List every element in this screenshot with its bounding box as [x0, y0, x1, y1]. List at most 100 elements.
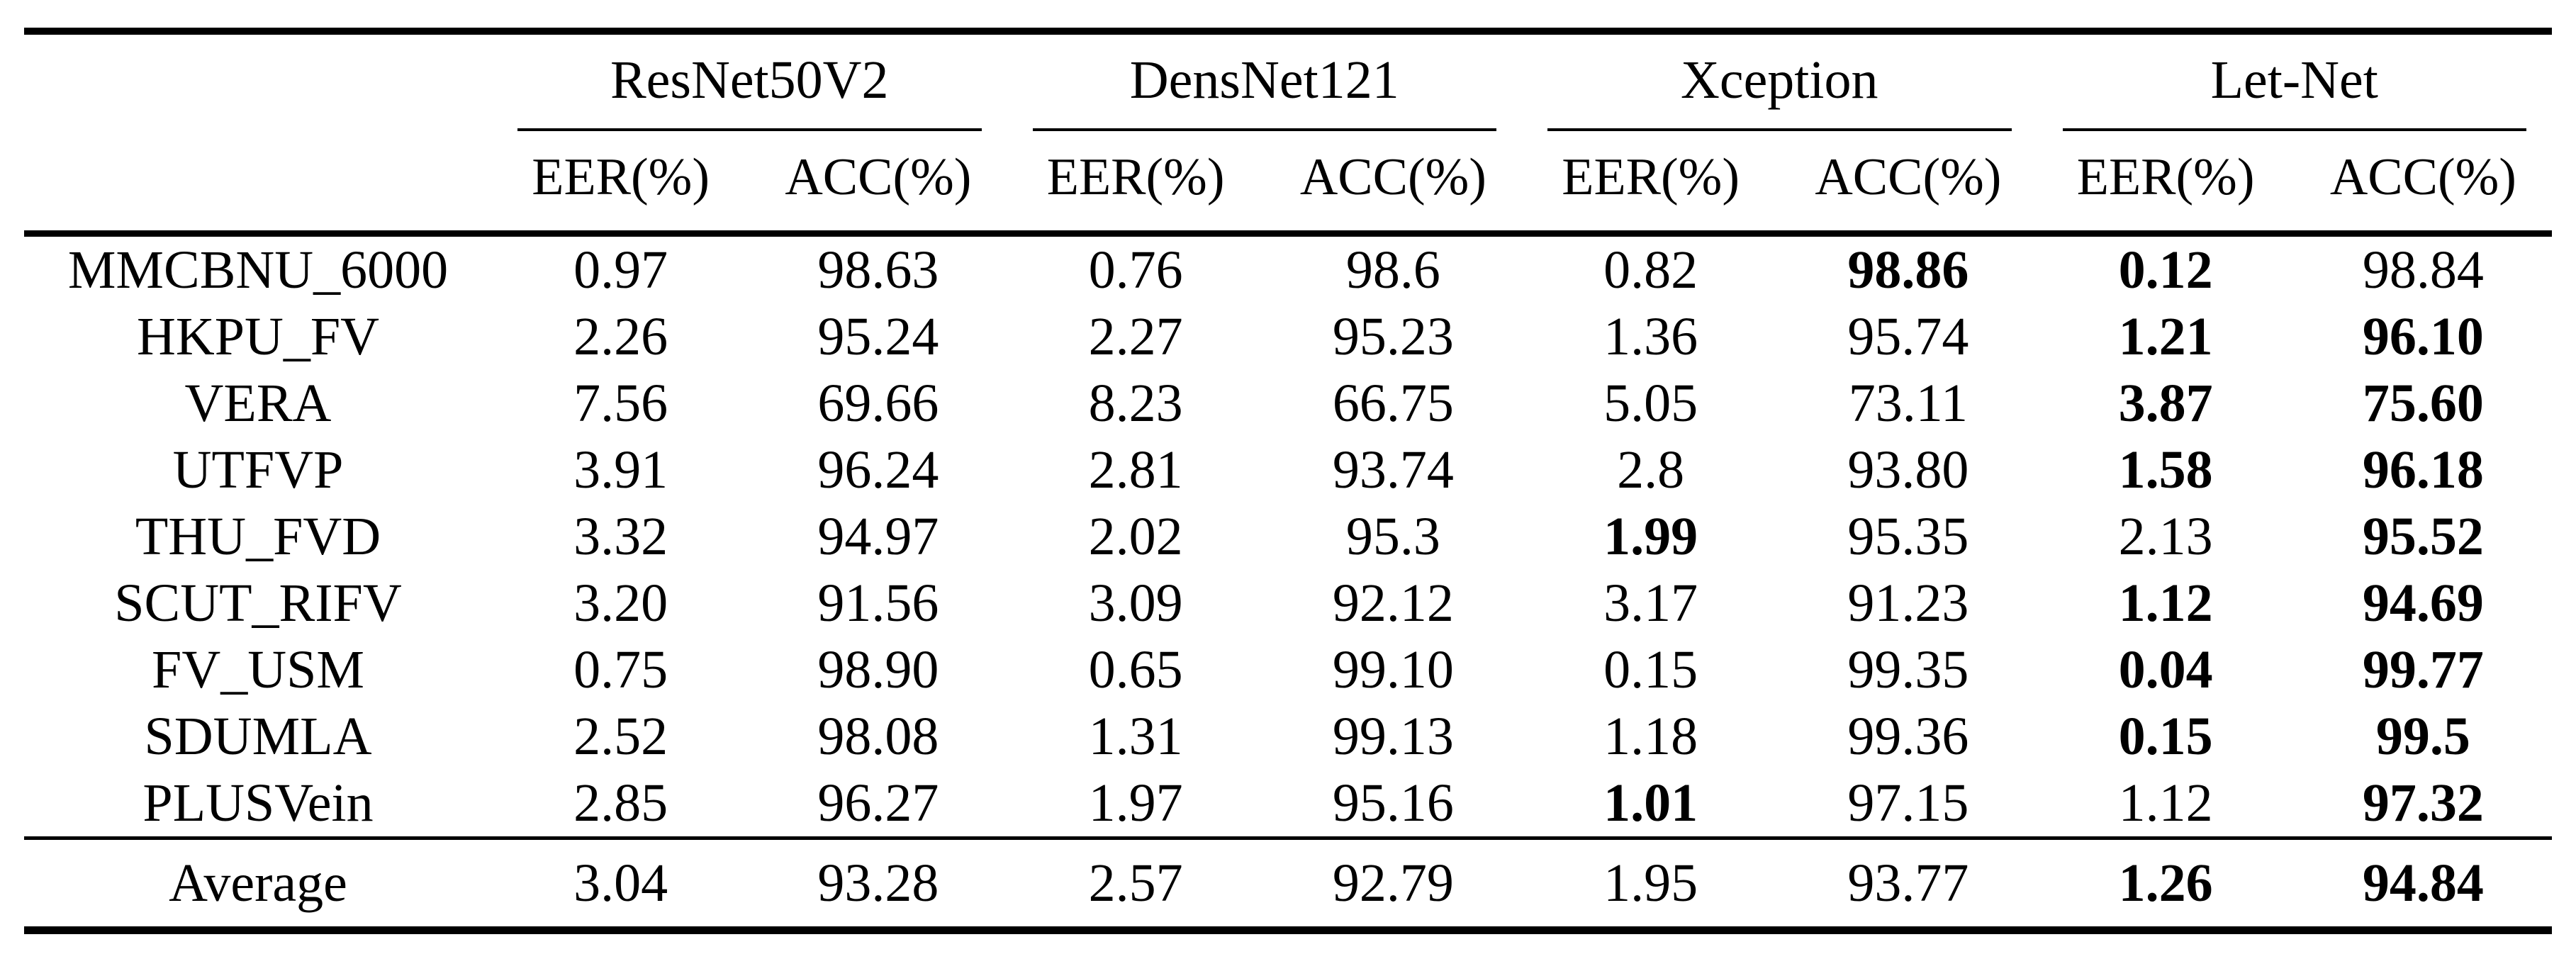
metric-value-cell: 1.18 [1603, 707, 1698, 766]
metric-value-cell: 93.74 [1332, 440, 1454, 500]
metric-value-cell: 93.80 [1847, 440, 1969, 500]
metric-value-cell: 99.5 [2375, 707, 2470, 766]
metric-value-cell: 1.36 [1603, 307, 1698, 366]
dataset-label: UTFVP [172, 440, 344, 500]
metric-value-cell: 97.32 [2362, 773, 2484, 833]
col-header-resnet50v2-acc: ACC(%) [749, 131, 1007, 237]
metric-value-cell: 91.23 [1847, 573, 1969, 633]
metric-value-cell: 98.90 [817, 640, 939, 700]
table-row: THU_FVD 3.32 94.97 2.02 95.3 1.99 95.35 2.13 95.… [24, 503, 2552, 570]
dataset-label: THU_FVD [135, 507, 381, 566]
metric-value-cell: 92.79 [1264, 836, 1522, 931]
dataset-label: PLUSVein [142, 773, 374, 833]
metric-value-cell: 8.23 [1088, 374, 1183, 433]
metric-value-cell: 0.76 [1088, 240, 1183, 300]
metric-value-cell: 0.82 [1603, 240, 1698, 300]
col-header-densnet121-acc: ACC(%) [1264, 131, 1522, 237]
table-row: VERA 7.56 69.66 8.23 66.75 5.05 73.11 3.87 75.60 [24, 370, 2552, 437]
dataset-label: FV_USM [152, 640, 364, 700]
metric-value-cell: 97.15 [1847, 773, 1969, 833]
metric-value-cell: 95.35 [1847, 507, 1969, 566]
dataset-label: Average [24, 836, 492, 931]
metric-value-cell: 2.81 [1088, 440, 1183, 500]
metric-value-cell: 1.95 [1522, 836, 1780, 931]
metric-value-cell: 95.16 [1332, 773, 1454, 833]
group-underline: ResNet50V2 [517, 53, 982, 131]
metric-value-cell: 2.8 [1617, 440, 1685, 500]
metric-value-cell: 66.75 [1332, 374, 1454, 433]
metric-value-cell: 96.18 [2362, 440, 2484, 500]
group-underline: DensNet121 [1032, 50, 1496, 131]
dataset-label: SCUT_RIFV [114, 573, 402, 633]
metric-value-cell: 98.84 [2362, 240, 2484, 300]
metric-value-cell: 98.63 [817, 240, 939, 300]
dataset-label: SDUMLA [144, 707, 372, 766]
metric-value-cell: 95.52 [2362, 507, 2484, 566]
metric-value-cell: 99.77 [2362, 640, 2484, 700]
metric-value-cell: 69.66 [817, 374, 939, 433]
metric-value-cell: 99.35 [1847, 640, 1969, 700]
col-header-resnet50v2-eer: EER(%) [492, 131, 750, 237]
results-table-container: ResNet50V2 DensNet121 Xception Let-Net E… [24, 28, 2552, 934]
col-header-letnet-acc: ACC(%) [2294, 131, 2552, 237]
metric-value-cell: 92.12 [1332, 573, 1454, 633]
metric-value-cell: 93.77 [1779, 836, 2037, 931]
metric-value-cell: 91.56 [817, 573, 939, 633]
table-row: MMCBNU_6000 0.97 98.63 0.76 98.6 0.82 98.86 0.1… [24, 234, 2552, 304]
metric-value-cell: 2.02 [1088, 507, 1183, 566]
metric-value-cell: 0.97 [573, 240, 668, 300]
metric-value-cell: 5.05 [1603, 374, 1698, 433]
metric-value-cell: 2.27 [1088, 307, 1183, 366]
model-group-label: DensNet121 [1129, 50, 1399, 110]
metric-header-row: EER(%) ACC(%) EER(%) ACC(%) EER(%) ACC(%… [24, 131, 2552, 237]
metric-value-cell: 3.09 [1088, 573, 1183, 633]
metric-value-cell: 0.12 [2118, 240, 2213, 300]
metric-value-cell: 1.58 [2118, 440, 2213, 500]
dataset-label: HKPU_FV [136, 307, 380, 366]
metric-value-cell: 96.10 [2362, 307, 2484, 366]
average-row: Average 3.04 93.28 2.57 92.79 1.95 93.77 1.26 94… [24, 836, 2552, 931]
metric-value-cell: 95.23 [1332, 307, 1454, 366]
metric-value-cell: 0.75 [573, 640, 668, 700]
metric-value-cell: 1.99 [1603, 507, 1698, 566]
table-row: HKPU_FV 2.26 95.24 2.27 95.23 1.36 95.74 1.21 96… [24, 303, 2552, 370]
model-group-resnet50v2: ResNet50V2 [492, 31, 1007, 131]
metric-value-cell: 95.74 [1847, 307, 1969, 366]
model-group-xception: Xception [1522, 31, 2037, 131]
metric-value-cell: 95.3 [1345, 507, 1440, 566]
model-group-label: Let-Net [2210, 50, 2378, 110]
dataset-label: MMCBNU_6000 [67, 240, 449, 300]
metric-value-cell: 7.56 [573, 374, 668, 433]
col-header-xception-eer: EER(%) [1522, 131, 1780, 237]
metric-value-cell: 95.24 [817, 307, 939, 366]
metric-value-cell: 98.86 [1847, 240, 1969, 300]
metric-value-cell: 3.87 [2118, 374, 2213, 433]
col-header-xception-acc: ACC(%) [1779, 131, 2037, 237]
metric-value-cell: 2.52 [573, 707, 668, 766]
metric-value-cell: 2.13 [2118, 507, 2213, 566]
corner-spacer [24, 31, 492, 131]
metric-value-cell: 1.97 [1088, 773, 1183, 833]
metric-value-cell: 99.13 [1332, 707, 1454, 766]
metric-value-cell: 0.15 [1603, 640, 1698, 700]
metric-value-cell: 75.60 [2362, 374, 2484, 433]
metric-value-cell: 3.04 [492, 836, 750, 931]
metric-value-cell: 96.27 [817, 773, 939, 833]
col-header-densnet121-eer: EER(%) [1007, 131, 1265, 237]
table-row: PLUSVein 2.85 96.27 1.97 95.16 1.01 97.15 1.12 9… [24, 770, 2552, 838]
metric-value-cell: 98.08 [817, 707, 939, 766]
metric-value-cell: 1.12 [2118, 573, 2213, 633]
model-group-densnet121: DensNet121 [1007, 31, 1523, 131]
results-table: ResNet50V2 DensNet121 Xception Let-Net E… [24, 28, 2552, 934]
metric-value-cell: 99.10 [1332, 640, 1454, 700]
metric-value-cell: 0.65 [1088, 640, 1183, 700]
model-group-letnet: Let-Net [2037, 31, 2553, 131]
metric-value-cell: 3.32 [573, 507, 668, 566]
group-underline: Xception [1547, 53, 2012, 131]
corner-spacer [24, 131, 492, 237]
metric-value-cell: 0.04 [2118, 640, 2213, 700]
metric-value-cell: 96.24 [817, 440, 939, 500]
model-header-row: ResNet50V2 DensNet121 Xception Let-Net [24, 31, 2552, 131]
model-group-label: Xception [1680, 50, 1878, 110]
dataset-label: VERA [184, 374, 332, 433]
